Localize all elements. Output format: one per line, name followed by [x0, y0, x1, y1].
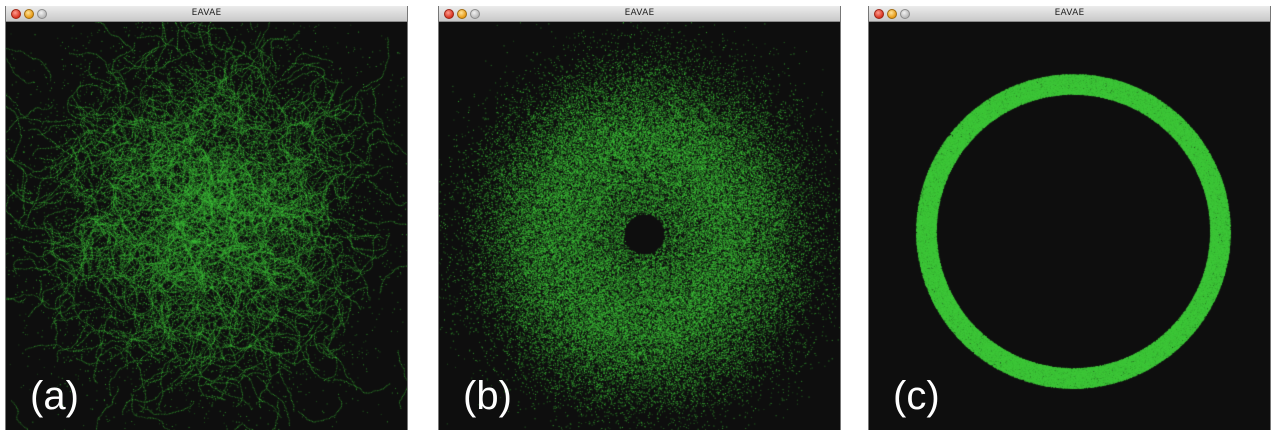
- minimize-button[interactable]: [887, 9, 897, 19]
- visualization-area[interactable]: (a): [6, 22, 407, 430]
- zoom-button[interactable]: [37, 9, 47, 19]
- window-title: EAVAE: [624, 8, 655, 18]
- title-bar[interactable]: EAVAE: [6, 6, 407, 22]
- close-button[interactable]: [874, 9, 884, 19]
- sharp-ring-canvas: [869, 22, 1270, 430]
- close-button[interactable]: [11, 9, 21, 19]
- title-bar[interactable]: EAVAE: [439, 6, 840, 22]
- window-title: EAVAE: [1054, 8, 1085, 18]
- title-bar[interactable]: EAVAE: [869, 6, 1270, 22]
- minimize-button[interactable]: [24, 9, 34, 19]
- window-a: EAVAE (a): [5, 6, 408, 430]
- visualization-area[interactable]: (c): [869, 22, 1270, 430]
- window-title: EAVAE: [191, 8, 222, 18]
- panel-label: (b): [463, 374, 512, 418]
- window-b: EAVAE (b): [438, 6, 841, 430]
- zoom-button[interactable]: [470, 9, 480, 19]
- diffuse-ring-canvas: [439, 22, 840, 430]
- panel-label: (c): [893, 374, 940, 418]
- window-c: EAVAE (c): [868, 6, 1271, 430]
- zoom-button[interactable]: [900, 9, 910, 19]
- minimize-button[interactable]: [457, 9, 467, 19]
- particle-cloud-canvas: [6, 22, 407, 430]
- visualization-area[interactable]: (b): [439, 22, 840, 430]
- close-button[interactable]: [444, 9, 454, 19]
- panel-label: (a): [30, 374, 79, 418]
